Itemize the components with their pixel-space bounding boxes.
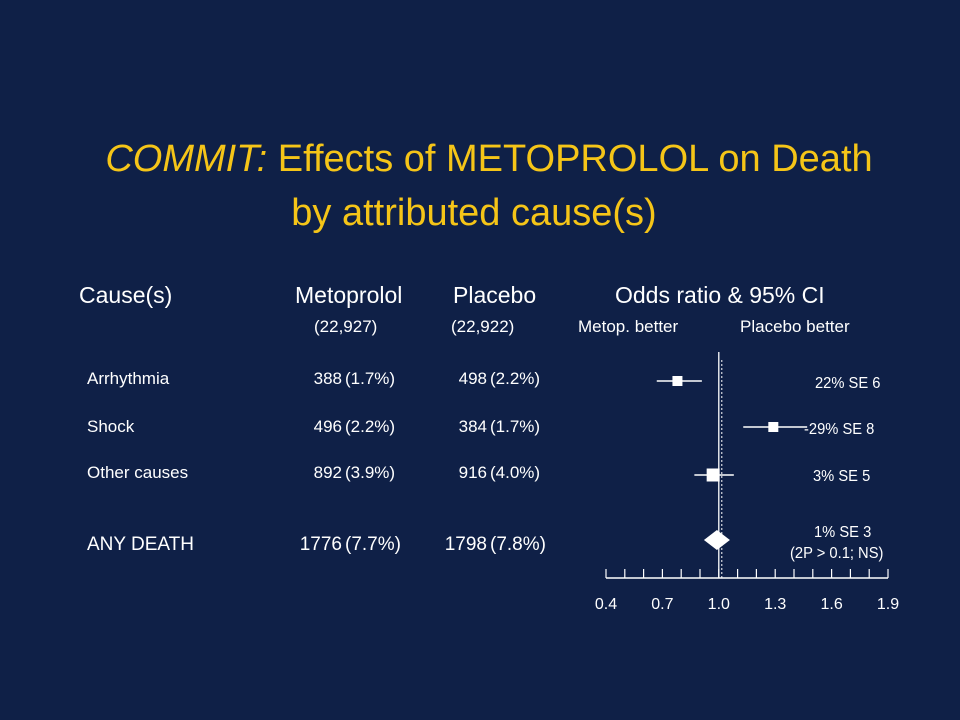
x-tick-label: 1.9 [877,596,899,613]
placebo-pct: (4.0%) [490,463,541,482]
placebo-count: 498 [458,369,487,388]
title-italic: COMMIT: [105,138,268,180]
metoprolol-count: 496 [313,417,342,436]
annotation-any-death: 1% SE 3 [814,524,872,541]
title-line-1-rest: Effects of METOPROLOL on Death [267,138,873,180]
x-tick-label: 0.7 [651,596,673,613]
title-line-2: by attributed cause(s) [291,192,657,234]
metoprolol-pct: (7.7%) [345,534,401,555]
annotation-other-causes: 3% SE 5 [813,468,871,485]
annotation-shock: -29% SE 8 [804,421,875,438]
header-metoprolol: Metoprolol [295,282,403,308]
placebo-better-label: Placebo better [740,317,850,336]
estimate-square [706,468,720,482]
x-tick-label: 1.6 [820,596,842,613]
estimate-diamond [703,530,730,550]
metop-better-label: Metop. better [578,317,679,336]
x-tick-label: 0.4 [595,596,617,613]
placebo-count: 916 [458,463,487,482]
placebo-pct: (7.8%) [490,534,546,555]
metoprolol-pct: (1.7%) [345,369,396,388]
x-tick-label: 1.3 [764,596,786,613]
annotation-any-death-significance: (2P > 0.1; NS) [790,545,884,562]
estimate-square [768,422,779,432]
metoprolol-count: 1776 [299,534,342,555]
metoprolol-count: 388 [313,369,342,388]
metoprolol-pct: (3.9%) [345,463,396,482]
row-label-other-causes: Other causes [87,463,189,482]
title-line-1: COMMIT: Effects of METOPROLOL on Death [0,132,960,186]
placebo-count: 384 [458,417,487,436]
placebo-pct: (1.7%) [490,417,541,436]
metoprolol-count: 892 [313,463,342,482]
estimate-square [672,376,683,386]
placebo-n: (22,922) [451,317,515,336]
annotation-arrhythmia: 22% SE 6 [815,375,881,392]
header-odds-ratio: Odds ratio & 95% CI [615,282,825,308]
placebo-count: 1798 [444,534,487,555]
metoprolol-pct: (2.2%) [345,417,396,436]
row-label-arrhythmia: Arrhythmia [87,369,170,388]
placebo-pct: (2.2%) [490,369,541,388]
metoprolol-n: (22,927) [314,317,378,336]
confidence-intervals [656,376,808,550]
x-tick-label: 1.0 [708,596,730,613]
row-label-shock: Shock [87,417,135,436]
row-label-any-death: ANY DEATH [87,534,194,555]
header-placebo: Placebo [453,282,537,308]
header-cause: Cause(s) [79,282,173,308]
